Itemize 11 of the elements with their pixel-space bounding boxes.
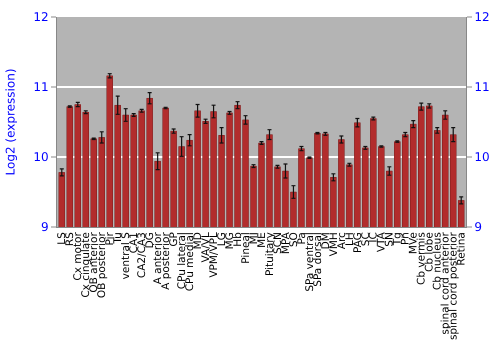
y-axis-title: Log2 (expression) (4, 68, 18, 176)
x-tick-label: Pituitary (264, 232, 276, 276)
y-tick-label: 10 (33, 150, 49, 164)
y2-tick-label: 10 (474, 150, 490, 164)
y2-tick-label: 12 (474, 10, 490, 24)
y2-tick-label: 11 (474, 80, 490, 94)
y-tick-label: 9 (40, 220, 49, 234)
x-tick-label: Retina (456, 232, 468, 266)
y-tick-label: 11 (33, 80, 49, 94)
y2-tick-label: 9 (474, 220, 482, 234)
y-tick-label: 12 (33, 10, 49, 24)
